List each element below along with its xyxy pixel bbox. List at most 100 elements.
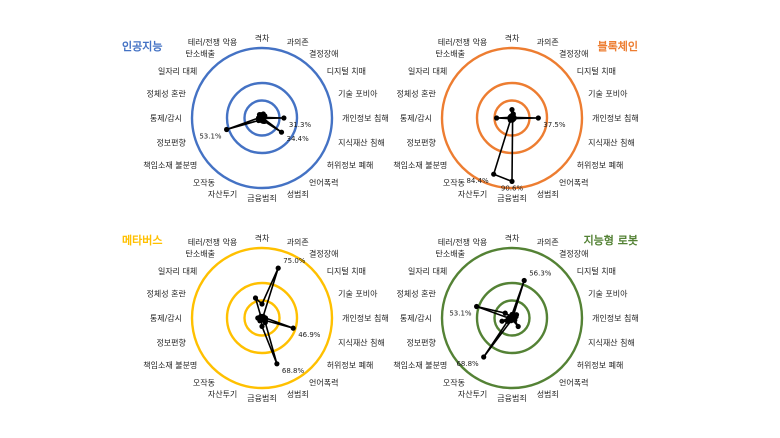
value-label: 46.9% bbox=[298, 331, 321, 339]
value-label: 53.1% bbox=[449, 310, 472, 318]
data-point bbox=[275, 265, 281, 271]
category-label: 개인정보 침해 bbox=[342, 313, 389, 323]
category-label: 정보편향 bbox=[156, 338, 186, 348]
value-label: 37.5% bbox=[543, 121, 566, 129]
data-point bbox=[535, 115, 541, 121]
category-label: 언어폭력 bbox=[559, 178, 588, 188]
category-label: 디지털 치매 bbox=[577, 66, 616, 76]
category-label: 오작동 bbox=[193, 378, 215, 388]
data-point bbox=[262, 319, 268, 326]
category-label: 과의존 bbox=[287, 37, 309, 47]
category-label: 개인정보 침해 bbox=[592, 313, 639, 323]
category-label: 기술 포비아 bbox=[338, 88, 378, 98]
category-label: 지식재산 침해 bbox=[338, 338, 385, 348]
category-label: 탄소배출 bbox=[436, 48, 465, 58]
category-label: 정체성 혼란 bbox=[397, 288, 437, 298]
category-label: 허위정보 폐해 bbox=[577, 160, 624, 170]
category-label: 일자리 대체 bbox=[408, 66, 447, 76]
category-label: 자산투기 bbox=[208, 189, 237, 199]
category-label: 디지털 치매 bbox=[577, 266, 616, 276]
category-label: 기술 포비아 bbox=[588, 88, 628, 98]
category-label: 기술 포비아 bbox=[338, 288, 378, 298]
value-label: 31.3% bbox=[289, 121, 312, 129]
category-label: 정체성 혼란 bbox=[397, 88, 437, 98]
category-label: 디지털 치매 bbox=[327, 66, 366, 76]
data-point bbox=[274, 361, 280, 367]
category-label: 탄소배출 bbox=[186, 248, 215, 258]
value-label: 56.3% bbox=[529, 270, 552, 278]
grid-ring bbox=[225, 281, 299, 355]
data-point bbox=[252, 295, 259, 301]
data-point bbox=[491, 171, 497, 177]
data-point bbox=[508, 113, 514, 119]
category-label: 금융범죄 bbox=[247, 393, 276, 403]
category-label: 허위정보 폐해 bbox=[327, 360, 374, 370]
category-label: 결정장애 bbox=[309, 48, 338, 58]
data-point bbox=[474, 303, 480, 310]
category-label: 일자리 대체 bbox=[408, 266, 447, 276]
grid-ring bbox=[190, 246, 334, 390]
category-label: 과의존 bbox=[537, 37, 559, 47]
category-label: 통제/감시 bbox=[150, 113, 182, 123]
value-label: 84.4% bbox=[466, 177, 489, 185]
category-label: 언어폭력 bbox=[309, 378, 338, 388]
category-label: 격차 bbox=[505, 33, 520, 43]
category-label: 지식재산 침해 bbox=[588, 338, 635, 348]
value-label: 34.4% bbox=[287, 135, 310, 143]
category-label: 성범죄 bbox=[287, 389, 309, 399]
grid-ring bbox=[493, 299, 531, 337]
data-point bbox=[499, 318, 505, 324]
data-point bbox=[281, 115, 287, 121]
category-label: 테러/전쟁 악용 bbox=[188, 37, 237, 47]
data-point bbox=[258, 112, 264, 118]
data-point bbox=[481, 354, 487, 360]
data-point bbox=[224, 126, 230, 133]
category-label: 금융범죄 bbox=[497, 193, 526, 203]
value-label: 90.6% bbox=[501, 184, 524, 192]
category-label: 자산투기 bbox=[458, 189, 487, 199]
category-label: 책임소재 불분명 bbox=[393, 360, 447, 370]
category-label: 성범죄 bbox=[537, 189, 559, 199]
value-label: 68.8% bbox=[456, 360, 479, 368]
category-label: 책임소재 불분명 bbox=[393, 160, 447, 170]
value-label: 53.1% bbox=[199, 133, 222, 141]
category-label: 자산투기 bbox=[458, 389, 487, 399]
category-label: 통제/감시 bbox=[150, 313, 182, 323]
category-label: 기술 포비아 bbox=[588, 288, 628, 298]
category-label: 결정장애 bbox=[559, 248, 588, 258]
chart-title: 블록체인 bbox=[598, 39, 638, 53]
category-label: 오작동 bbox=[193, 178, 215, 188]
category-label: 정체성 혼란 bbox=[147, 88, 187, 98]
data-point bbox=[259, 323, 265, 329]
category-label: 과의존 bbox=[287, 237, 309, 247]
data-point bbox=[515, 323, 521, 330]
category-label: 정보편향 bbox=[406, 338, 436, 348]
category-label: 결정장애 bbox=[559, 48, 588, 58]
category-label: 오작동 bbox=[443, 378, 465, 388]
value-label: 75.0% bbox=[283, 257, 306, 265]
category-label: 탄소배출 bbox=[186, 48, 215, 58]
category-label: 격차 bbox=[255, 233, 270, 243]
chart-title: 인공지능 bbox=[122, 39, 162, 53]
category-label: 언어폭력 bbox=[559, 378, 588, 388]
data-point bbox=[521, 277, 527, 284]
data-point bbox=[502, 310, 508, 316]
category-label: 개인정보 침해 bbox=[342, 113, 389, 123]
series-line bbox=[492, 109, 539, 183]
category-label: 과의존 bbox=[537, 237, 559, 247]
category-label: 격차 bbox=[255, 33, 270, 43]
category-label: 허위정보 폐해 bbox=[577, 360, 624, 370]
data-point bbox=[258, 313, 264, 319]
category-label: 책임소재 불분명 bbox=[143, 160, 197, 170]
data-point bbox=[494, 115, 500, 121]
category-label: 일자리 대체 bbox=[158, 66, 197, 76]
data-point bbox=[259, 301, 265, 307]
category-label: 성범죄 bbox=[287, 189, 309, 199]
category-label: 책임소재 불분명 bbox=[143, 360, 197, 370]
category-label: 결정장애 bbox=[309, 248, 338, 258]
category-label: 개인정보 침해 bbox=[592, 113, 639, 123]
data-point bbox=[278, 129, 285, 135]
